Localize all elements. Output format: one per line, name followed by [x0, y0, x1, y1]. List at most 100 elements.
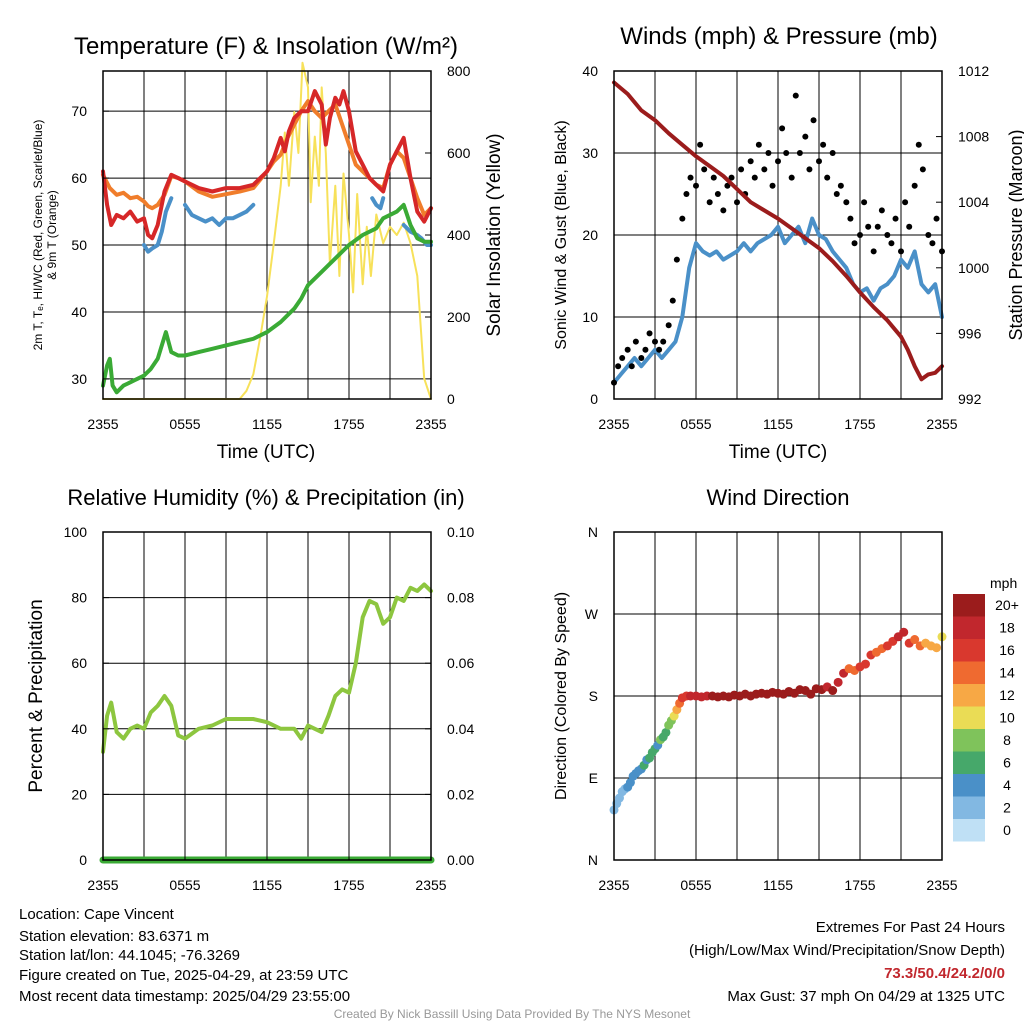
figure-created-text: Figure created on Tue, 2025-04-29, at 23…	[19, 967, 349, 984]
gust-point	[738, 166, 745, 173]
gust-point	[820, 141, 827, 148]
legend-color-box	[953, 639, 985, 662]
y-tick-label: E	[589, 770, 598, 786]
extremes-header: Extremes For Past 24 Hours	[815, 919, 1005, 936]
x-tick-label: 2355	[415, 877, 446, 893]
gust-point	[669, 297, 676, 304]
y-tick-label: 40	[582, 63, 598, 79]
speed-legend: 20+ 18 16 14 12 10 8 6 4 2 0	[953, 594, 1019, 842]
gust-point	[888, 240, 895, 247]
gust-point	[656, 346, 663, 353]
x-tick-label: 1155	[763, 416, 793, 432]
y-tick-label: 20	[582, 227, 598, 243]
x-tick-label: 2355	[598, 416, 629, 432]
y-right-tick-label: 0.00	[447, 852, 474, 868]
gust-point	[714, 191, 721, 197]
temp-ylabel-right: Solar Insolation (Yellow)	[484, 133, 505, 336]
elevation-text: Station elevation: 83.6371 m	[19, 928, 210, 945]
temp-ylabel-line1: 2m T, Tₑ, HI/WC (Red, Green, Scarlet/Blu…	[31, 120, 45, 351]
gust-point	[693, 182, 699, 189]
gust-point	[683, 191, 690, 197]
legend-color-box	[953, 661, 985, 684]
x-tick-label: 1755	[844, 877, 875, 893]
gust-point	[816, 158, 822, 165]
gust-point	[615, 363, 622, 370]
x-tick-label: 2355	[87, 877, 118, 893]
gust-point	[861, 199, 868, 206]
legend-color-box	[953, 819, 985, 842]
legend-label: 0	[1003, 822, 1011, 838]
y-tick-label: W	[585, 606, 599, 622]
gust-point	[761, 166, 768, 173]
gust-point	[697, 141, 704, 148]
gust-point	[783, 150, 790, 156]
gust-point	[679, 215, 686, 222]
x-tick-label: 2355	[926, 877, 957, 893]
gust-point	[747, 158, 754, 165]
gust-point	[925, 232, 932, 238]
gust-point	[638, 355, 645, 361]
gust-point	[632, 338, 639, 345]
gust-point	[902, 199, 909, 206]
legend-label: 20+	[995, 597, 1019, 613]
y-tick-label: 20	[71, 786, 87, 802]
y-tick-label: N	[588, 852, 598, 868]
gust-point	[779, 125, 786, 132]
legend-color-box	[953, 594, 985, 617]
gust-point	[878, 207, 885, 214]
wind-direction-ylabel: Direction (Colored By Speed)	[553, 592, 570, 800]
gust-point	[810, 117, 817, 124]
gust-point	[843, 199, 850, 206]
y-tick-label: 50	[71, 237, 87, 253]
series-line	[101, 582, 433, 754]
series-line	[183, 202, 256, 227]
legend-label: 10	[999, 710, 1015, 726]
y-right-tick-label: 0.06	[447, 655, 474, 671]
x-tick-label: 1755	[333, 877, 364, 893]
extremes-values: 73.3/50.4/24.2/0/0	[884, 965, 1005, 982]
y-tick-label: 30	[582, 145, 598, 161]
x-tick-label: 0555	[169, 877, 200, 893]
gust-point	[824, 174, 831, 181]
y-tick-label: 10	[582, 309, 598, 325]
gust-point	[911, 182, 918, 189]
location-text: Location: Cape Vincent	[19, 906, 174, 923]
gust-point	[769, 182, 776, 189]
direction-point	[661, 727, 671, 737]
direction-point	[806, 689, 816, 699]
legend-color-box	[953, 706, 985, 729]
gust-point	[865, 223, 872, 230]
y-tick-label: S	[589, 688, 598, 704]
y-tick-label: 40	[71, 721, 87, 737]
humidity-grid	[103, 532, 431, 860]
legend-label: 2	[1003, 800, 1011, 816]
gust-point	[724, 182, 731, 189]
legend-label: 6	[1003, 755, 1011, 771]
legend-label: 12	[999, 687, 1015, 703]
legend-color-box	[953, 729, 985, 752]
recent-data-text: Most recent data timestamp: 2025/04/29 2…	[19, 988, 351, 1005]
winds-series	[611, 80, 945, 386]
y-tick-label: 60	[71, 170, 87, 186]
legend-label: 4	[1003, 777, 1011, 793]
y-right-tick-label: 992	[958, 391, 982, 407]
temp-series	[101, 61, 433, 400]
gust-point	[652, 338, 658, 345]
legend-color-box	[953, 684, 985, 707]
gust-point	[619, 355, 626, 361]
gust-point	[892, 215, 899, 222]
gust-point	[806, 166, 813, 173]
gust-point	[755, 141, 762, 148]
x-tick-label: 0555	[680, 877, 711, 893]
x-tick-label: 2355	[598, 877, 629, 893]
gust-point	[796, 150, 803, 156]
gust-point	[847, 215, 854, 222]
series-line	[101, 202, 433, 395]
latlon-text: Station lat/lon: 44.1045; -76.3269	[19, 947, 241, 964]
gust-point	[646, 330, 653, 337]
temp-ylabel-line2: & 9m T (Orange)	[45, 190, 59, 280]
humidity-axes: 2355 0555 1155 1755 23550204060801000.000.02…	[64, 524, 475, 893]
speed-legend-title: mph	[990, 575, 1017, 591]
gust-point	[765, 150, 772, 156]
gust-point	[673, 256, 680, 263]
